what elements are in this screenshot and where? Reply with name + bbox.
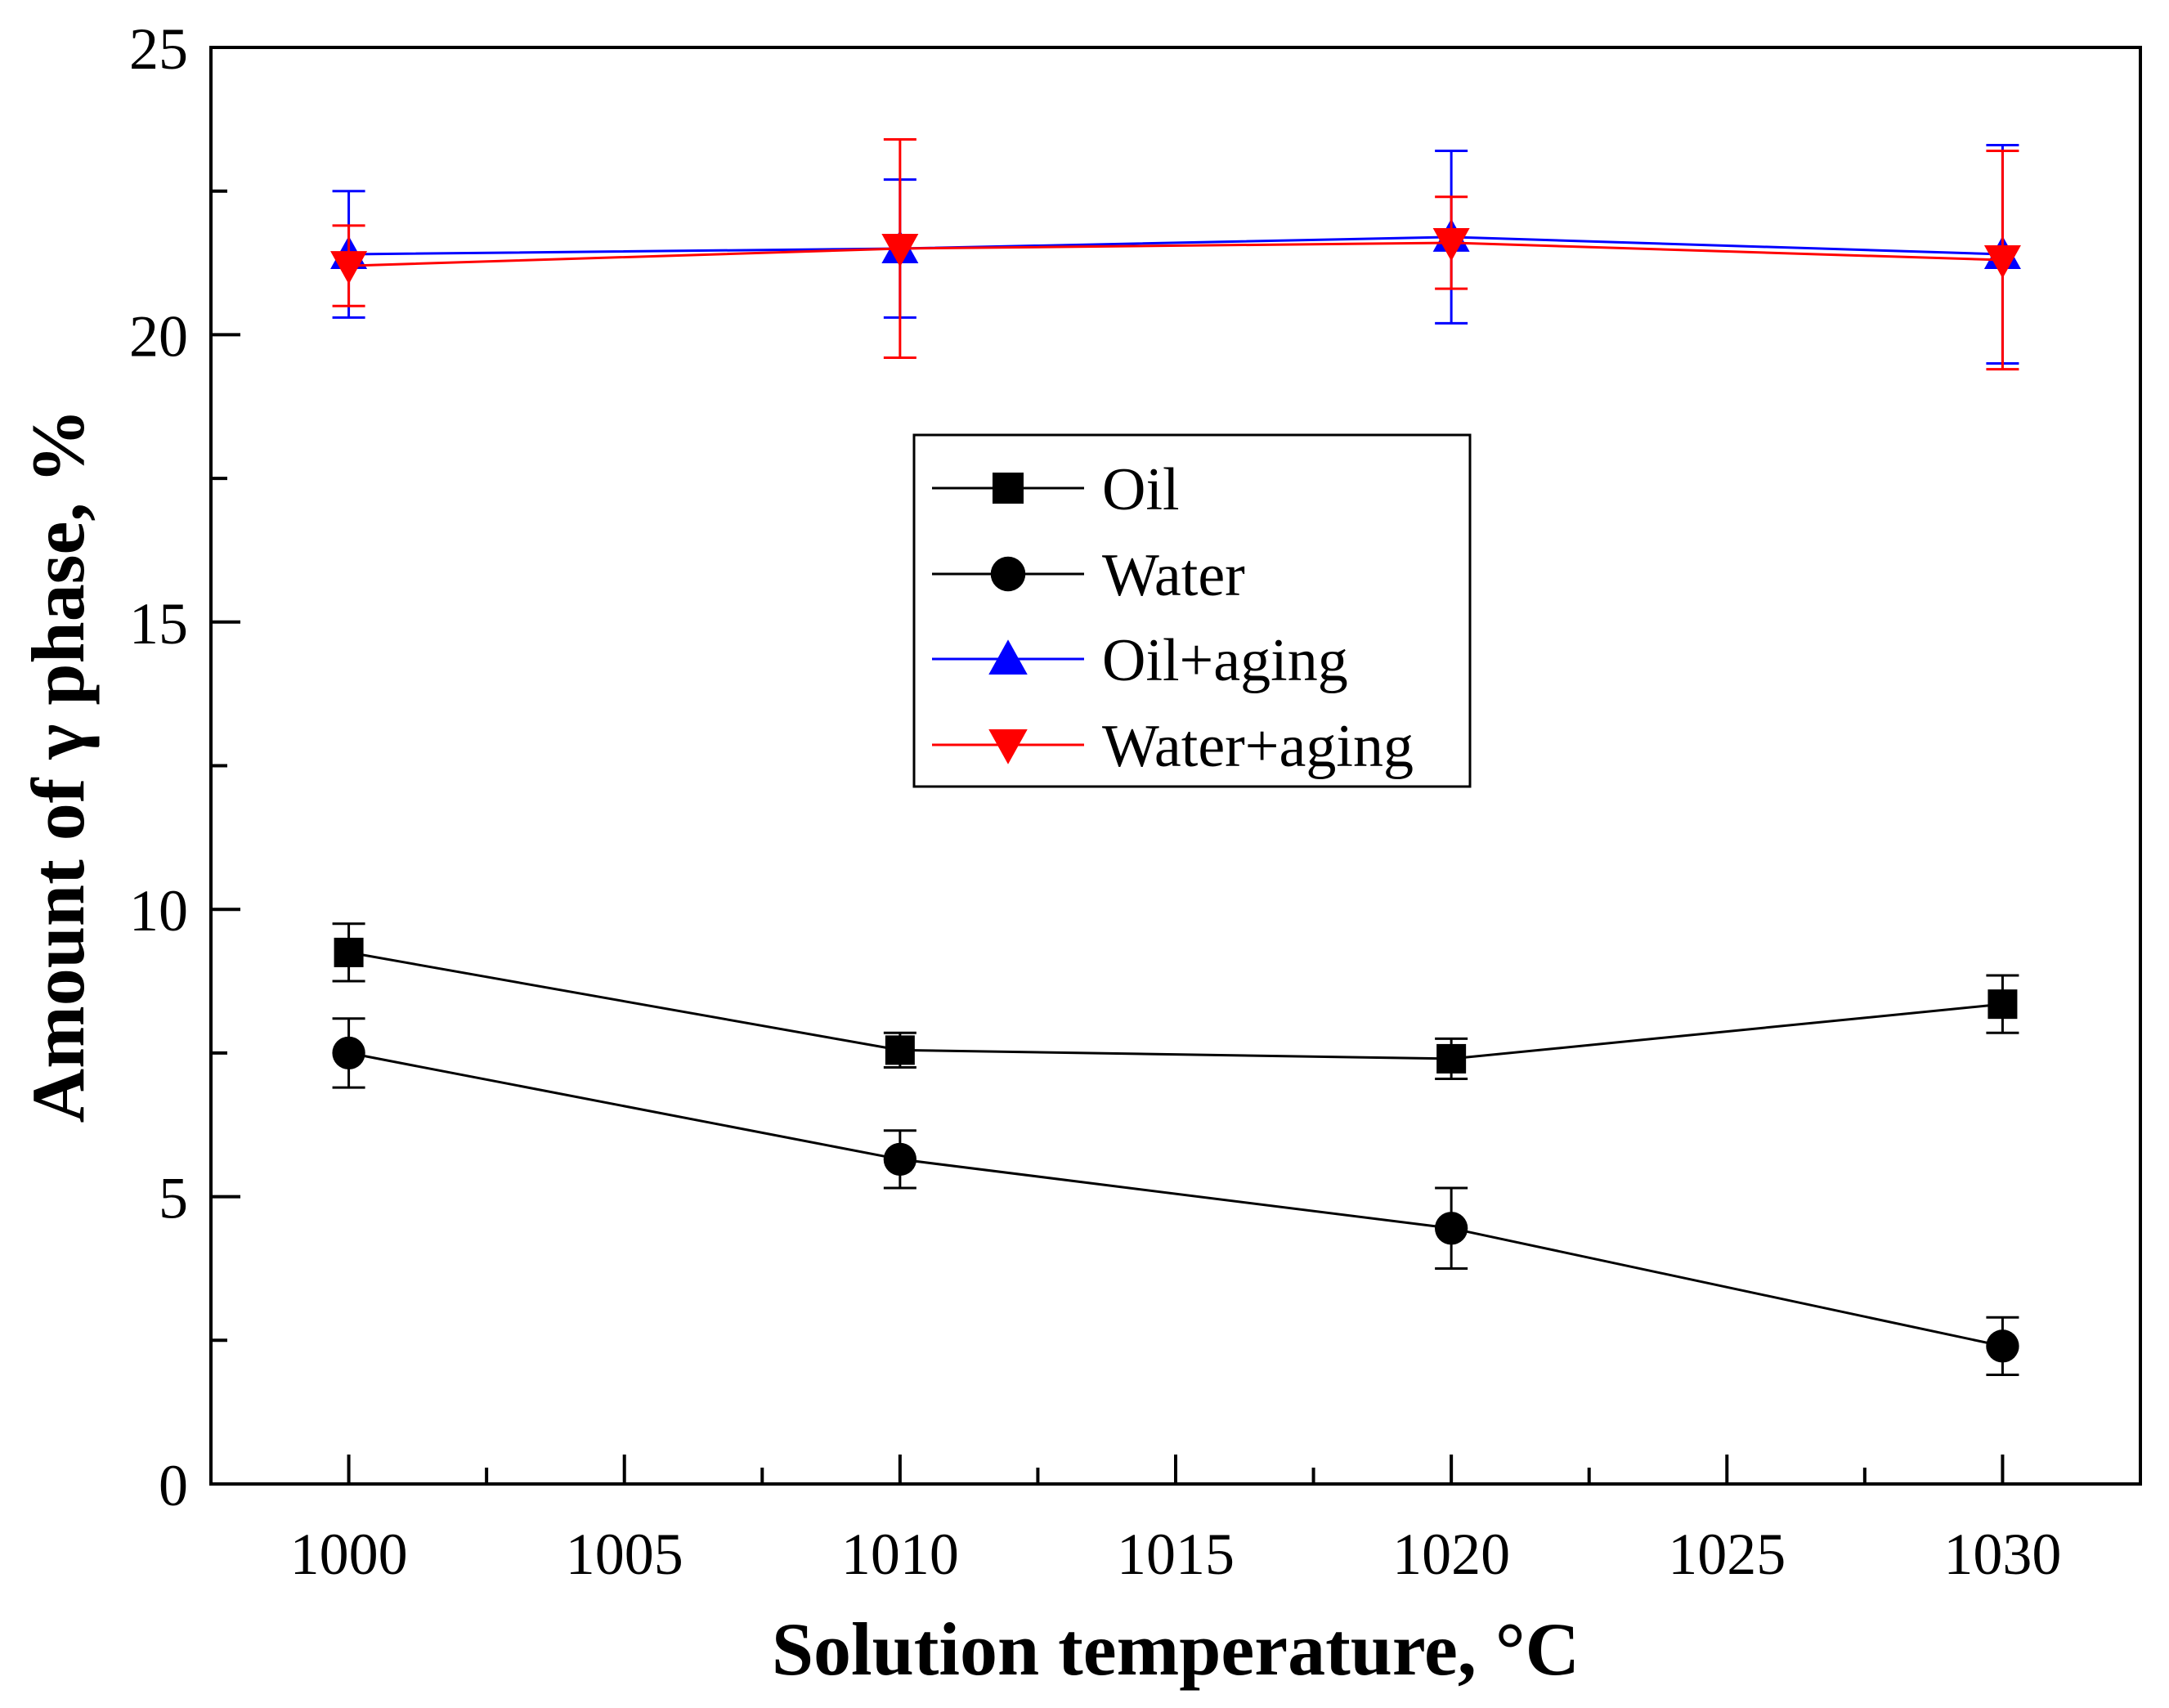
x-axis-title: Solution temperature, °C [772, 1607, 1580, 1691]
y-axis-title: Amount of γ phase, % [16, 409, 100, 1123]
y-tick-label: 20 [129, 303, 188, 369]
series-line [348, 235, 2003, 256]
legend-marker [988, 729, 1028, 764]
data-point [330, 251, 368, 285]
data-point [1436, 1043, 1467, 1074]
series-water-aging [330, 137, 2021, 371]
series-line [348, 951, 2003, 1060]
data-point [1432, 227, 1470, 262]
legend-label: Oil [1102, 456, 1180, 523]
y-tick-label: 5 [159, 1166, 188, 1231]
legend-label: Water [1102, 542, 1245, 609]
data-point [885, 1035, 915, 1065]
x-tick-label: 1030 [1943, 1522, 2061, 1587]
x-tick-label: 1025 [1668, 1522, 1786, 1587]
legend: Oil Water Oil+aging Water+aging [912, 433, 1472, 788]
legend-item-oil-aging: Oil+aging [932, 627, 1348, 694]
x-tick-label: 1015 [1117, 1522, 1235, 1587]
y-tick-label: 10 [129, 878, 188, 944]
legend-item-water: Water [932, 542, 1245, 609]
series-line [348, 1051, 2003, 1347]
legend-marker [990, 556, 1026, 592]
series-water [332, 1017, 2019, 1376]
data-point [332, 1036, 365, 1070]
legend-item-oil: Oil [932, 456, 1180, 523]
data-point [1986, 1329, 2019, 1363]
x-tick-label: 1005 [566, 1522, 683, 1587]
legend-item-water-aging: Water+aging [932, 713, 1414, 780]
legend-marker [993, 473, 1024, 504]
data-point [883, 1142, 917, 1177]
axes: 1000 1005 1010 1015 1020 1025 10300510152025So… [16, 16, 2142, 1691]
data-point [1983, 245, 2021, 279]
series-oil [332, 922, 2019, 1081]
legend-marker [988, 639, 1028, 675]
data-point [334, 937, 364, 967]
y-tick-label: 0 [159, 1453, 188, 1518]
x-tick-label: 1020 [1392, 1522, 1510, 1587]
y-tick-label: 15 [129, 591, 188, 657]
data-point [1988, 989, 2018, 1020]
x-tick-label: 1000 [290, 1522, 408, 1587]
x-tick-label: 1010 [841, 1522, 959, 1587]
data-point [1434, 1212, 1468, 1245]
series-layer [330, 137, 2021, 1376]
series-line [348, 241, 2003, 267]
legend-label: Oil+aging [1102, 627, 1348, 694]
legend-label: Water+aging [1102, 713, 1414, 780]
series-oil-aging [330, 143, 2021, 365]
y-tick-label: 25 [129, 16, 188, 82]
data-point [881, 233, 919, 267]
